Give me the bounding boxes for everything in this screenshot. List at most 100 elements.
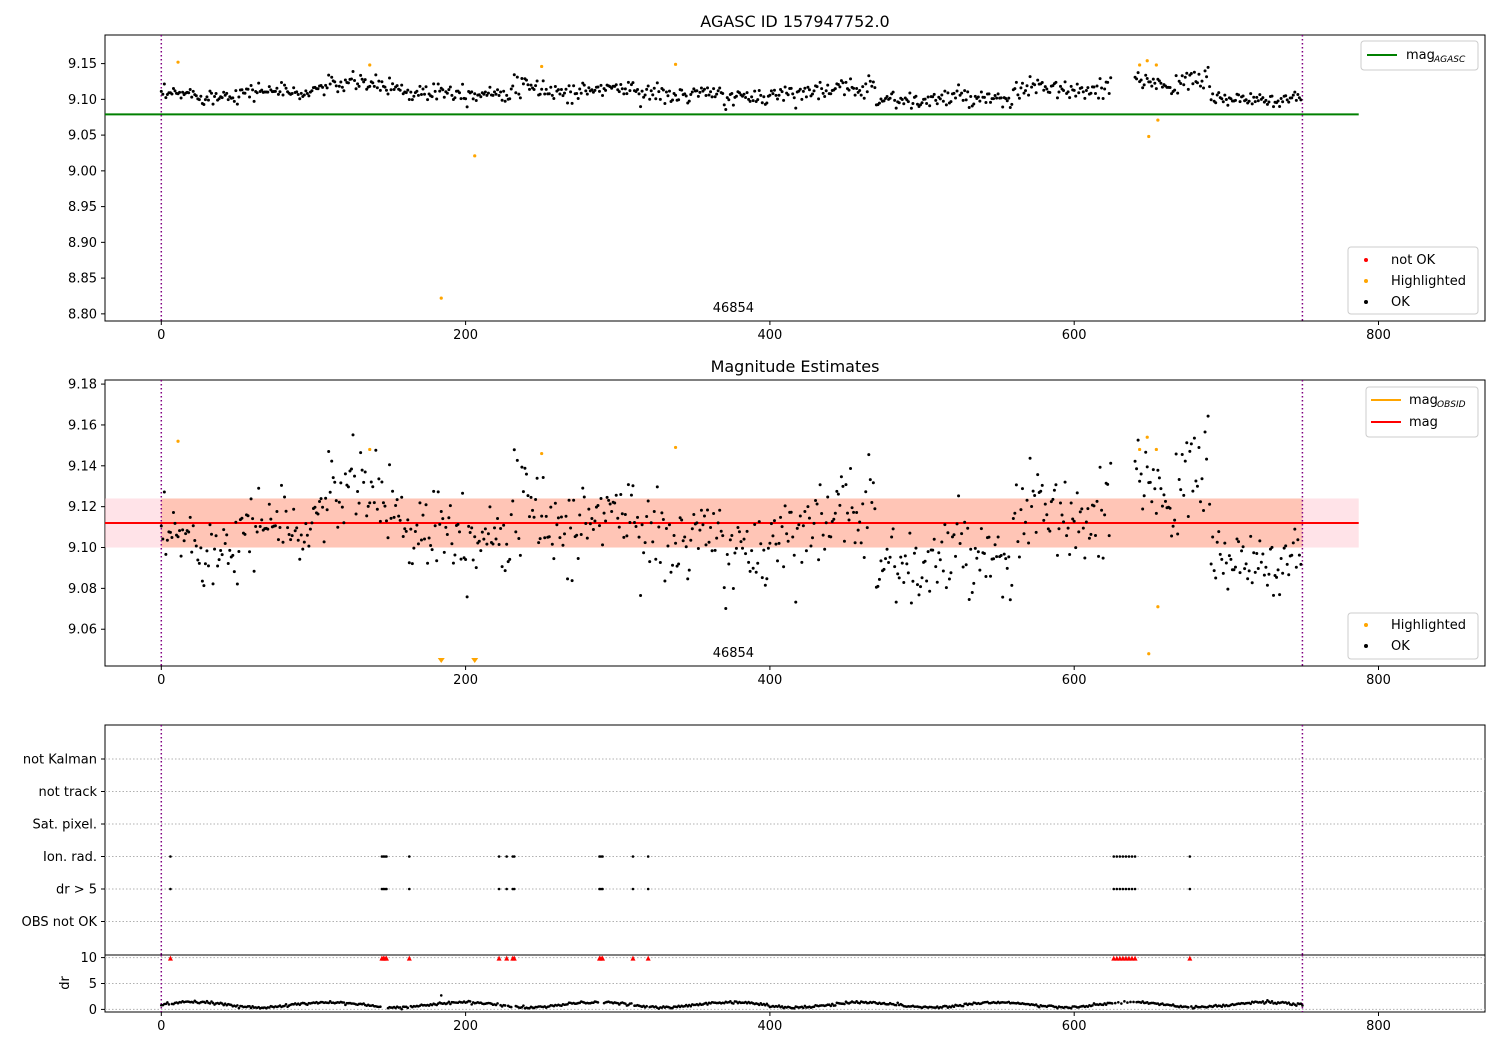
ok-point [661, 88, 665, 92]
ok-point [733, 551, 737, 555]
highlighted-point [1147, 652, 1151, 656]
ok-point [1293, 90, 1297, 94]
ok-point [505, 93, 509, 97]
ok-point [1226, 587, 1230, 591]
ok-point [503, 569, 507, 573]
ok-point [179, 96, 183, 100]
ok-point [1139, 78, 1143, 82]
ok-point [979, 90, 983, 94]
ok-point [328, 490, 332, 494]
ok-point [718, 86, 722, 90]
ok-point [191, 89, 195, 93]
ok-point [1233, 98, 1237, 102]
dr-point [342, 1001, 346, 1004]
ok-point [223, 542, 227, 546]
ok-point [829, 92, 833, 96]
ok-point [626, 80, 630, 84]
ok-point [575, 533, 579, 537]
ok-point [646, 84, 650, 88]
ok-point [567, 498, 571, 502]
ok-point [178, 90, 182, 94]
ok-point [1267, 572, 1271, 576]
dr-point [1299, 1002, 1303, 1006]
ok-point [532, 88, 536, 92]
dr-flagged-marker [1132, 955, 1138, 961]
ok-point [891, 90, 895, 94]
ok-point [1206, 65, 1210, 69]
ok-point [1004, 97, 1008, 101]
ok-point [785, 532, 789, 536]
ok-point [1177, 79, 1181, 83]
dr-point [1120, 1002, 1123, 1005]
dr-point [236, 1004, 239, 1007]
ok-point [226, 562, 230, 566]
ok-point [1233, 565, 1237, 569]
ok-point [765, 101, 769, 105]
ok-point [643, 93, 647, 97]
ok-point [392, 515, 396, 519]
ok-point [963, 89, 967, 93]
ok-point [1282, 546, 1286, 550]
ok-point [683, 535, 687, 539]
ok-point [987, 535, 991, 539]
ok-point [284, 509, 288, 513]
ok-point [932, 92, 936, 96]
ok-point [853, 541, 857, 545]
ok-point [210, 532, 214, 536]
ok-point [378, 519, 382, 523]
ok-point [814, 498, 818, 502]
ok-point [1159, 81, 1163, 85]
ok-point [1262, 573, 1266, 577]
ok-point [353, 79, 357, 83]
ok-point [585, 92, 589, 96]
ok-point [181, 528, 185, 532]
ok-point [398, 88, 402, 92]
ok-point [550, 542, 554, 546]
ok-point [681, 539, 685, 543]
ok-point [471, 558, 475, 562]
ok-point [992, 97, 996, 101]
ok-point [378, 88, 382, 92]
flag-label: Ion. rad. [43, 850, 97, 865]
ok-point [468, 531, 472, 535]
ok-point [984, 575, 988, 579]
ok-point [254, 524, 258, 528]
ok-point [852, 510, 856, 514]
ok-point [543, 536, 547, 540]
ok-point [225, 533, 229, 537]
ok-point [1097, 96, 1101, 100]
ok-point [1025, 84, 1029, 88]
ok-point [701, 523, 705, 527]
ok-point [1142, 83, 1146, 87]
ok-point [438, 89, 442, 93]
ok-point [935, 102, 939, 106]
ok-point [1281, 571, 1285, 575]
ok-point [973, 546, 977, 550]
ok-point [636, 515, 640, 519]
ok-point [356, 490, 360, 494]
ok-point [737, 530, 741, 534]
ok-point [616, 516, 620, 520]
ok-point [410, 562, 414, 566]
ok-point [362, 80, 366, 84]
ok-point [1261, 552, 1265, 556]
ok-point [1223, 541, 1227, 545]
ok-point [1224, 561, 1228, 565]
ok-point [601, 94, 605, 98]
ok-point [601, 543, 605, 547]
ok-point [855, 86, 859, 90]
ok-point [900, 561, 904, 565]
ok-point [879, 559, 883, 563]
legend-subscript-obsid: OBSID [1437, 400, 1466, 410]
ok-point [550, 93, 554, 97]
ok-point [418, 501, 422, 505]
dr-flagged-marker [645, 955, 651, 961]
ok-point [873, 86, 877, 90]
highlighted-point [1138, 63, 1142, 67]
ok-point [1062, 89, 1066, 93]
dr-point [780, 1005, 784, 1008]
ok-point [441, 517, 445, 521]
dr-point [284, 1002, 288, 1006]
ok-point [1084, 89, 1088, 93]
ok-point [1045, 513, 1049, 517]
